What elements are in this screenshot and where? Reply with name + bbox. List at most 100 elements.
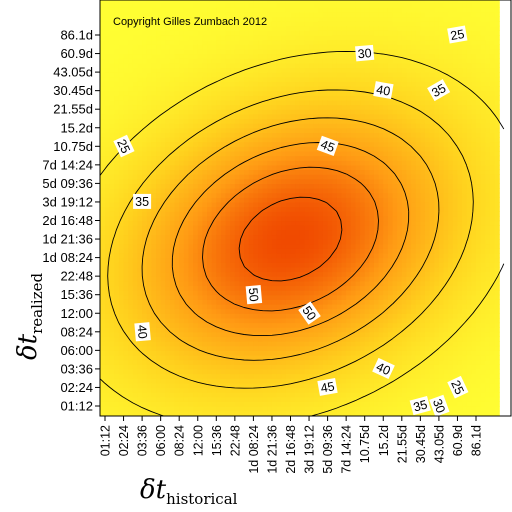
heatmap-cell xyxy=(253,262,259,268)
heatmap-cell xyxy=(128,364,134,370)
heatmap-cell xyxy=(285,164,292,171)
heatmap-cell xyxy=(234,7,241,13)
heatmap-cell xyxy=(230,86,236,92)
heatmap-cell xyxy=(202,271,208,277)
heatmap-cell xyxy=(202,243,208,249)
heatmap-cell xyxy=(327,160,333,166)
heatmap-cell xyxy=(230,53,236,59)
heatmap-cell xyxy=(299,86,306,92)
heatmap-cell xyxy=(183,359,190,365)
heatmap-cell xyxy=(114,234,120,240)
heatmap-cell xyxy=(193,252,199,259)
heatmap-cell xyxy=(230,127,236,133)
heatmap-cell xyxy=(290,285,296,291)
heatmap-cell xyxy=(197,39,203,45)
heatmap-cell xyxy=(142,225,148,231)
heatmap-cell xyxy=(188,396,194,402)
heatmap-cell xyxy=(271,206,278,212)
heatmap-cell xyxy=(202,30,208,36)
heatmap-cell xyxy=(174,262,180,268)
heatmap-cell xyxy=(151,396,157,402)
heatmap-cell xyxy=(220,21,227,27)
heatmap-cell xyxy=(234,25,241,31)
heatmap-cell xyxy=(156,327,162,333)
heatmap-cell xyxy=(216,317,222,324)
heatmap-cell xyxy=(225,118,231,124)
heatmap-cell xyxy=(313,81,319,87)
heatmap-cell xyxy=(156,373,162,379)
heatmap-cell xyxy=(318,248,324,254)
heatmap-cell xyxy=(188,2,194,8)
heatmap-cell xyxy=(281,341,287,347)
heatmap-cell xyxy=(239,127,245,133)
heatmap-cell xyxy=(123,99,129,106)
heatmap-cell xyxy=(160,271,166,277)
heatmap-cell xyxy=(156,354,162,361)
heatmap-cell xyxy=(146,0,152,4)
heatmap-cell xyxy=(183,406,190,412)
heatmap-cell xyxy=(244,215,250,222)
heatmap-cell xyxy=(285,243,292,249)
heatmap-cell xyxy=(165,410,171,416)
heatmap-cell xyxy=(285,406,292,412)
heatmap-cell xyxy=(169,90,176,96)
heatmap-cell xyxy=(220,368,227,375)
heatmap-cell xyxy=(299,155,306,161)
heatmap-cell xyxy=(132,392,139,398)
heatmap-cell xyxy=(100,368,106,375)
heatmap-cell xyxy=(216,308,222,314)
heatmap-cell xyxy=(271,387,278,393)
heatmap-cell xyxy=(244,35,250,41)
heatmap-cell xyxy=(309,118,315,124)
heatmap-cell xyxy=(281,53,287,59)
heatmap-cell xyxy=(160,197,166,203)
heatmap-cell xyxy=(169,99,176,106)
heatmap-cell xyxy=(285,299,292,305)
heatmap-cell xyxy=(309,252,315,259)
heatmap-cell xyxy=(146,109,152,115)
heatmap-cell xyxy=(193,211,199,217)
heatmap-cell xyxy=(276,160,282,166)
heatmap-cell xyxy=(244,132,250,138)
heatmap-cell xyxy=(146,30,152,36)
heatmap-cell xyxy=(174,48,180,55)
heatmap-cell xyxy=(193,95,199,101)
heatmap-cell xyxy=(137,373,143,379)
heatmap-cell xyxy=(202,35,208,41)
heatmap-cell xyxy=(114,150,120,157)
heatmap-cell xyxy=(281,299,287,305)
heatmap-cell xyxy=(244,30,250,36)
heatmap-cell xyxy=(114,7,120,13)
heatmap-cell xyxy=(309,21,315,27)
heatmap-cell xyxy=(105,81,111,87)
heatmap-cell xyxy=(322,95,329,101)
heatmap-cell xyxy=(295,174,301,180)
heatmap-cell xyxy=(281,285,287,291)
heatmap-cell xyxy=(244,90,250,96)
heatmap-cell xyxy=(271,155,278,161)
heatmap-cell xyxy=(146,132,152,138)
heatmap-cell xyxy=(105,248,111,254)
heatmap-cell xyxy=(179,382,185,389)
heatmap-cell xyxy=(290,2,296,8)
heatmap-cell xyxy=(105,239,111,245)
heatmap-cell xyxy=(230,252,236,259)
heatmap-cell xyxy=(207,99,213,106)
heatmap-cell xyxy=(262,354,268,361)
heatmap-cell xyxy=(318,21,324,27)
heatmap-cell xyxy=(276,252,282,259)
heatmap-cell xyxy=(304,44,310,50)
heatmap-cell xyxy=(160,211,166,217)
heatmap-cell xyxy=(183,35,190,41)
heatmap-cell xyxy=(118,294,125,300)
heatmap-cell xyxy=(225,174,231,180)
heatmap-cell xyxy=(322,220,329,226)
heatmap-cell xyxy=(179,169,185,175)
heatmap-cell xyxy=(156,303,162,310)
heatmap-cell xyxy=(100,243,106,249)
heatmap-cell xyxy=(109,7,115,13)
heatmap-cell xyxy=(299,160,306,166)
heatmap-cell xyxy=(262,48,268,55)
heatmap-cell xyxy=(128,109,134,115)
heatmap-cell xyxy=(234,188,241,194)
